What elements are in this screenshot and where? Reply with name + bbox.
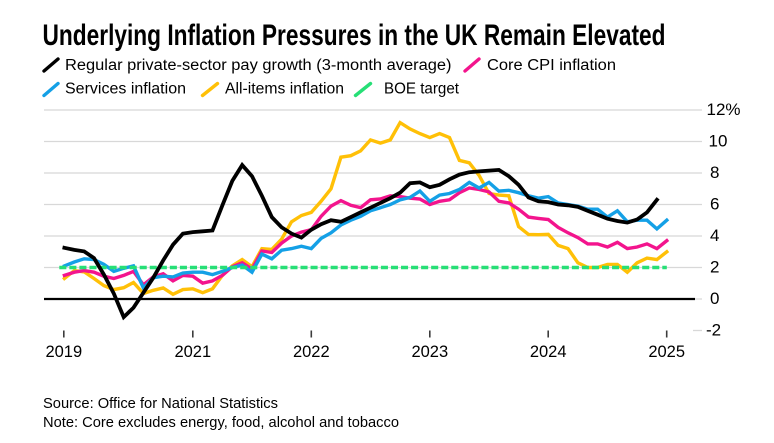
svg-text:Source: Office for National St: Source: Office for National Statistics (43, 395, 278, 412)
svg-text:2023: 2023 (411, 343, 448, 361)
svg-text:8: 8 (710, 163, 719, 182)
svg-text:2024: 2024 (530, 343, 567, 361)
svg-text:2021: 2021 (174, 343, 211, 361)
svg-text:4: 4 (710, 226, 719, 245)
svg-text:Note: Core excludes energy, fo: Note: Core excludes energy, food, alcoho… (43, 414, 399, 431)
svg-text:2025: 2025 (648, 343, 685, 361)
svg-text:0: 0 (710, 289, 719, 308)
svg-text:2019: 2019 (45, 343, 82, 361)
svg-text:12%: 12% (707, 100, 741, 119)
svg-text:2022: 2022 (293, 343, 330, 361)
svg-text:10: 10 (709, 132, 728, 151)
svg-text:Core CPI inflation: Core CPI inflation (487, 57, 616, 74)
svg-text:Underlying Inflation Pressures: Underlying Inflation Pressures in the UK… (43, 19, 666, 52)
svg-text:BOE target: BOE target (384, 81, 460, 98)
svg-text:6: 6 (710, 195, 719, 214)
svg-text:-2: -2 (706, 321, 721, 340)
svg-text:Regular private-sector pay gro: Regular private-sector pay growth (3-mon… (65, 57, 452, 74)
svg-text:All-items inflation: All-items inflation (225, 81, 344, 98)
svg-text:2: 2 (710, 258, 719, 277)
svg-text:Services inflation: Services inflation (65, 81, 186, 98)
